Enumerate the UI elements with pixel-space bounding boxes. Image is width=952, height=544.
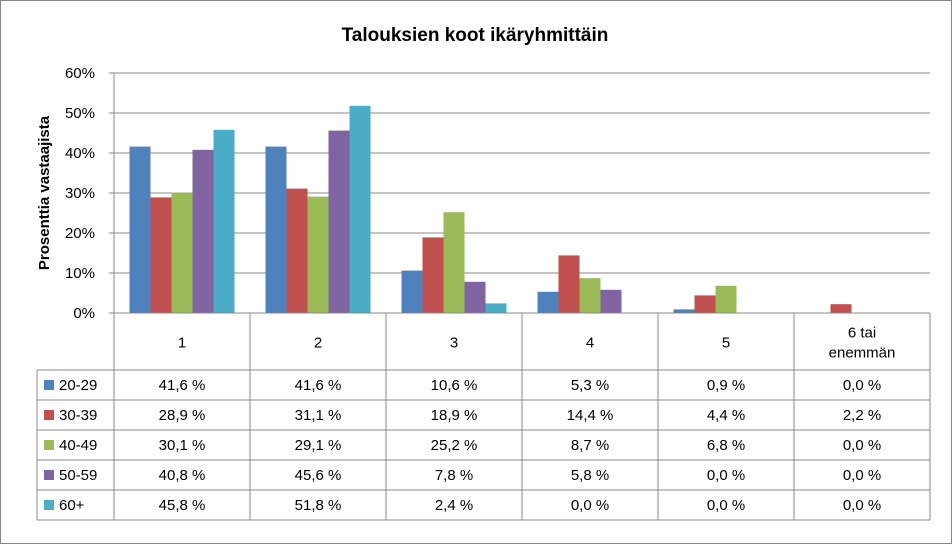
bar-40-49-4 — [579, 278, 601, 313]
bar-40-49-2 — [307, 196, 329, 313]
legend-key-50-59 — [44, 470, 54, 480]
bar-50-59-3 — [464, 281, 486, 313]
bar-60+-3 — [485, 303, 507, 313]
data-label: 0,0 % — [843, 437, 881, 454]
category-label: 2 — [314, 335, 322, 352]
data-label: 8,7 % — [571, 437, 609, 454]
legend-label: 60+ — [59, 497, 85, 514]
data-label: 2,4 % — [435, 497, 473, 514]
y-tick-label: 50% — [65, 105, 95, 122]
bar-50-59-1 — [192, 149, 214, 313]
bars — [129, 105, 852, 313]
data-label: 0,9 % — [707, 377, 745, 394]
data-label: 0,0 % — [843, 467, 881, 484]
data-label: 5,3 % — [571, 377, 609, 394]
bar-20-29-4 — [537, 291, 559, 313]
category-label: 3 — [450, 335, 458, 352]
category-label: 6 tai — [848, 325, 876, 342]
data-label: 41,6 % — [159, 377, 206, 394]
bar-60+-2 — [349, 105, 371, 313]
bar-30-39-6 — [830, 304, 852, 313]
data-label: 0,0 % — [843, 497, 881, 514]
data-label: 25,2 % — [431, 437, 478, 454]
bar-40-49-1 — [171, 192, 193, 313]
bar-50-59-2 — [328, 130, 350, 313]
category-label: enemmän — [829, 345, 896, 362]
legend-label: 50-59 — [59, 467, 97, 484]
bar-50-59-4 — [600, 289, 622, 313]
data-label: 6,8 % — [707, 437, 745, 454]
legend-label: 40-49 — [59, 437, 97, 454]
bar-20-29-5 — [673, 309, 695, 313]
data-label: 45,6 % — [295, 467, 342, 484]
data-label: 31,1 % — [295, 407, 342, 424]
y-tick-label: 30% — [65, 185, 95, 202]
data-label: 7,8 % — [435, 467, 473, 484]
bar-30-39-2 — [286, 188, 308, 313]
bar-20-29-3 — [401, 270, 423, 313]
legend-key-40-49 — [44, 440, 54, 450]
data-label: 0,0 % — [571, 497, 609, 514]
y-tick-label: 60% — [65, 65, 95, 82]
bar-60+-1 — [213, 129, 235, 313]
y-axis-ticks: 0% 10% 20% 30% 40% 50% 60% — [65, 65, 95, 322]
chart-title: Talouksien koot ikäryhmittäin — [342, 25, 609, 46]
bar-30-39-4 — [558, 255, 580, 313]
bar-30-39-5 — [694, 295, 716, 313]
data-label: 0,0 % — [707, 497, 745, 514]
legend-key-60+ — [44, 500, 54, 510]
data-label: 18,9 % — [431, 407, 478, 424]
bar-20-29-2 — [265, 146, 287, 313]
y-tick-label: 20% — [65, 225, 95, 242]
bar-20-29-1 — [129, 146, 151, 313]
category-label: 5 — [722, 335, 730, 352]
legend-key-20-29 — [44, 380, 54, 390]
y-tick-label: 0% — [73, 305, 95, 322]
bar-30-39-3 — [422, 237, 444, 313]
data-label: 30,1 % — [159, 437, 206, 454]
gridlines — [114, 72, 930, 274]
data-label: 40,8 % — [159, 467, 206, 484]
data-label: 41,6 % — [295, 377, 342, 394]
bar-40-49-5 — [715, 285, 737, 313]
data-label: 28,9 % — [159, 407, 206, 424]
data-label: 10,6 % — [431, 377, 478, 394]
y-tick-label: 10% — [65, 265, 95, 282]
legend-label: 30-39 — [59, 407, 97, 424]
data-label: 14,4 % — [567, 407, 614, 424]
data-label: 0,0 % — [707, 467, 745, 484]
data-label: 2,2 % — [843, 407, 881, 424]
bar-40-49-3 — [443, 212, 465, 313]
data-label: 4,4 % — [707, 407, 745, 424]
data-label: 29,1 % — [295, 437, 342, 454]
data-label: 0,0 % — [843, 377, 881, 394]
legend-label: 20-29 — [59, 377, 97, 394]
legend-key-30-39 — [44, 410, 54, 420]
y-tick-label: 40% — [65, 145, 95, 162]
data-label: 51,8 % — [295, 497, 342, 514]
data-table: 1 2 3 4 5 6 tai enemmän 20-29 41,6 % 41,6 % 10,6 %… — [36, 72, 931, 521]
category-label: 1 — [178, 335, 186, 352]
y-axis-label: Prosenttia vastaajista — [36, 115, 53, 270]
data-label: 5,8 % — [571, 467, 609, 484]
category-label: 4 — [586, 335, 594, 352]
bar-30-39-1 — [150, 197, 172, 313]
data-label: 45,8 % — [159, 497, 206, 514]
